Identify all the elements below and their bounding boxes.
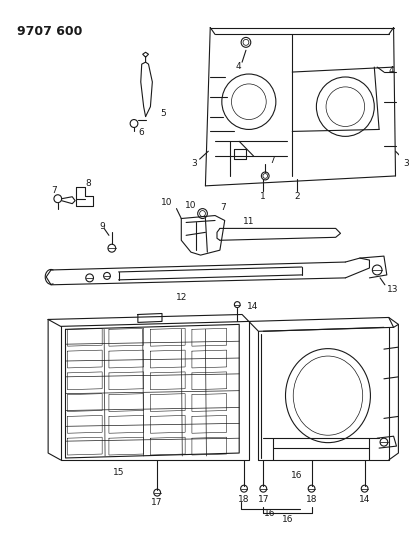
- Text: 10: 10: [161, 198, 173, 207]
- Text: 12: 12: [175, 293, 187, 302]
- Text: 15: 15: [113, 469, 124, 478]
- Text: 9707 600: 9707 600: [17, 25, 83, 37]
- Text: 13: 13: [387, 285, 398, 294]
- Text: 16: 16: [291, 471, 303, 480]
- Text: 4: 4: [389, 66, 395, 75]
- Text: 5: 5: [160, 109, 166, 118]
- Text: 7: 7: [51, 187, 57, 195]
- Text: 3: 3: [403, 159, 409, 167]
- Text: 14: 14: [359, 495, 370, 504]
- Text: 17: 17: [258, 495, 269, 504]
- Text: 1: 1: [261, 192, 266, 201]
- Text: 17: 17: [151, 498, 163, 507]
- Text: 8: 8: [86, 180, 92, 188]
- Text: 9: 9: [99, 222, 105, 231]
- Text: 10: 10: [185, 201, 197, 210]
- Text: 11: 11: [243, 217, 254, 226]
- Text: 16: 16: [264, 509, 276, 518]
- Text: 2: 2: [294, 192, 300, 201]
- Text: 16: 16: [282, 515, 293, 524]
- Text: 6: 6: [138, 128, 143, 137]
- Text: 3: 3: [191, 159, 197, 167]
- Text: 14: 14: [247, 302, 258, 311]
- Text: 18: 18: [306, 495, 317, 504]
- Text: 18: 18: [238, 495, 250, 504]
- Text: 4: 4: [236, 62, 241, 70]
- Text: 7: 7: [269, 156, 275, 165]
- Text: 7: 7: [220, 203, 226, 212]
